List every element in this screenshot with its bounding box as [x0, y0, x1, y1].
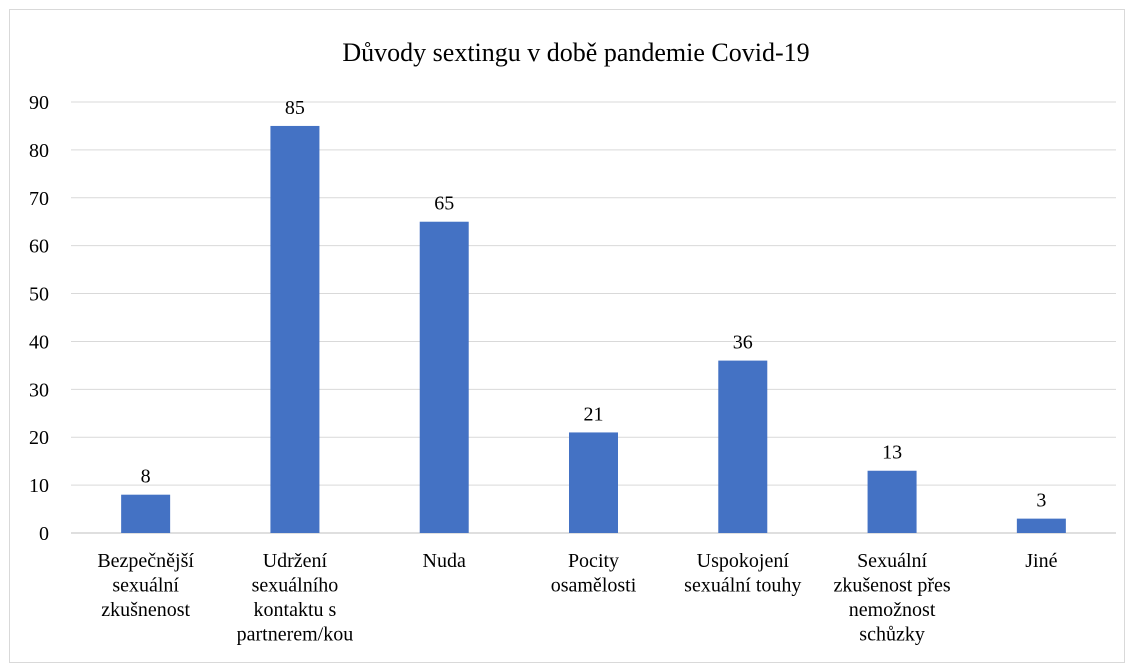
y-tick-label: 20 [29, 427, 49, 449]
x-tick-label-line: osamělosti [551, 575, 637, 597]
data-label: 8 [141, 466, 151, 488]
y-tick-label: 0 [39, 523, 49, 545]
bar [718, 360, 768, 533]
data-label: 85 [285, 97, 305, 119]
bar [1016, 518, 1066, 533]
bar [419, 221, 469, 533]
bars [121, 125, 1066, 533]
x-tick-label-line: Jiné [1025, 550, 1057, 572]
x-tick-label: Jiné [1025, 550, 1057, 572]
y-tick-label: 10 [29, 475, 49, 497]
x-tick-label-line: Nuda [423, 550, 466, 572]
bar [121, 494, 171, 533]
y-tick-label: 70 [29, 188, 49, 210]
x-tick-label-line: sexuálního [252, 575, 339, 597]
y-tick-label: 50 [29, 284, 49, 306]
x-tick-label: Uspokojení sexuální touhy [684, 550, 801, 597]
data-label: 3 [1036, 490, 1046, 512]
y-tick-label: 80 [29, 140, 49, 162]
bar [569, 432, 618, 533]
x-tick-label: Pocity osamělosti [551, 550, 637, 597]
data-label: 21 [584, 403, 604, 425]
x-tick-label-line: sexuální touhy [684, 575, 801, 597]
y-tick-label: 30 [29, 379, 49, 401]
x-tick-label-line: Bezpečnější [97, 550, 194, 572]
y-tick-label: 60 [29, 236, 49, 258]
x-tick-label-line: Sexuální [857, 550, 927, 572]
data-label: 13 [882, 442, 902, 464]
data-label: 36 [733, 332, 753, 354]
chart-title: Důvody sextingu v době pandemie Covid-19 [342, 38, 809, 67]
x-tick-label-line: Pocity [568, 550, 619, 572]
bar [270, 125, 320, 533]
x-tick-label-line: Uspokojení [697, 550, 790, 572]
x-tick-label-line: Udržení [263, 550, 328, 572]
x-tick-label-line: zkušnenost [101, 599, 190, 621]
x-tick-label-line: sexuální [112, 575, 179, 597]
y-tick-label: 40 [29, 331, 49, 353]
x-tick-label-line: zkušenost přes [833, 575, 950, 597]
bar [867, 470, 917, 533]
x-tick-label-line: partnerem/kou [237, 624, 354, 646]
y-axis-ticks: 0 10 20 30 40 50 60 70 80 90 [29, 92, 49, 545]
x-tick-label-line: nemožnost [849, 599, 936, 621]
y-tick-label: 90 [29, 92, 49, 114]
data-label: 65 [434, 193, 454, 215]
x-tick-label-line: kontaktu s [254, 599, 337, 621]
x-tick-label-line: schůzky [859, 624, 925, 646]
gridlines [71, 101, 1116, 534]
x-tick-label: Nuda [423, 550, 466, 572]
data-labels: 8 85 65 21 36 13 3 [141, 97, 1047, 512]
chart-frame [9, 9, 1125, 663]
